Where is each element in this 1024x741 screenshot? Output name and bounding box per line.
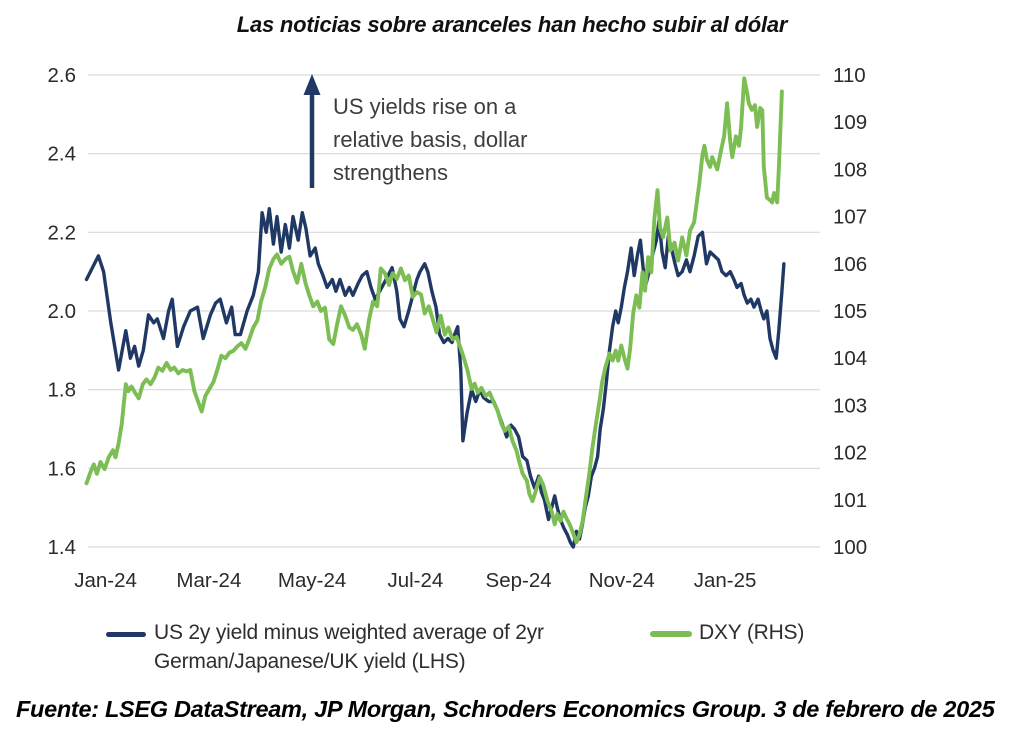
annotation-line-1: US yields rise on a (333, 94, 517, 119)
annotation-text: US yields rise on a relative basis, doll… (333, 90, 527, 189)
x-tick-label: Sep-24 (486, 569, 552, 592)
y-right-tick-label: 102 (833, 442, 867, 465)
green-line-swatch (650, 631, 692, 637)
series-line-dxy (84, 76, 784, 545)
y-right-tick-label: 107 (833, 206, 867, 229)
series-lines (84, 76, 786, 549)
x-tick-label: May-24 (278, 569, 346, 592)
y-left-tick-label: 1.6 (48, 457, 77, 480)
y-left-tick-label: 2.0 (48, 300, 77, 323)
x-tick-label: Nov-24 (589, 569, 655, 592)
y-right-tick-label: 100 (833, 536, 867, 559)
y-left-tick-label: 1.8 (48, 379, 77, 402)
y-right-tick-label: 108 (833, 158, 867, 181)
y-right-tick-label: 101 (833, 489, 867, 512)
y-left-tick-label: 2.2 (48, 221, 77, 244)
series-line-us2y-spread (84, 206, 786, 549)
x-tick-label: Jan-24 (74, 569, 137, 592)
y-left-tick-label: 1.4 (48, 536, 77, 559)
y-left-tick-label: 2.6 (48, 64, 77, 87)
y-right-tick-label: 106 (833, 253, 867, 276)
y-right-tick-label: 104 (833, 347, 867, 370)
legend-item2-label: DXY (RHS) (699, 621, 805, 644)
y-right-tick-label: 103 (833, 394, 867, 417)
annotation-line-2: relative basis, dollar (333, 127, 528, 152)
chart-title: Las noticias sobre aranceles han hecho s… (236, 12, 788, 37)
y-right-tick-label: 110 (833, 64, 866, 87)
legend-item1-line1: US 2y yield minus weighted average of 2y… (154, 621, 544, 644)
navy-line-swatch (106, 632, 146, 637)
x-tick-label: Jan-25 (694, 569, 757, 592)
x-tick-label: Mar-24 (176, 569, 241, 592)
legend-item1-line2: German/Japanese/UK yield (LHS) (154, 650, 466, 673)
axis-tick-labels: 1.4 1.6 1.8 2.0 2.2 2.4 2.6 100 101 102 103 104 105 1… (48, 64, 868, 592)
y-right-tick-label: 105 (833, 300, 867, 323)
y-right-tick-label: 109 (833, 111, 867, 134)
annotation-line-3: strengthens (333, 160, 448, 185)
x-tick-label: Jul-24 (387, 569, 443, 592)
y-left-tick-label: 2.4 (48, 143, 77, 166)
source-footer: Fuente: LSEG DataStream, JP Morgan, Schr… (16, 696, 995, 722)
up-arrow-icon (303, 74, 321, 188)
